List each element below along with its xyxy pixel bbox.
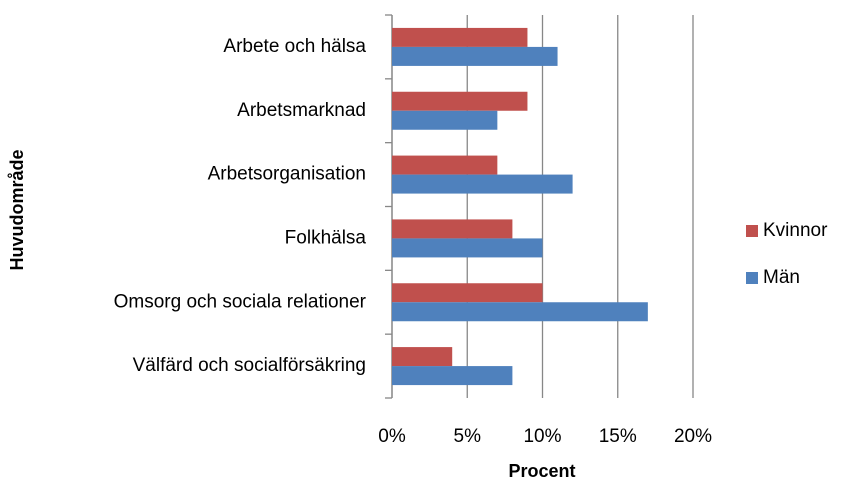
bar bbox=[392, 91, 528, 111]
bar bbox=[392, 219, 513, 239]
legend-swatch bbox=[746, 225, 758, 237]
y-axis-label: Huvudområde bbox=[7, 149, 27, 270]
bar bbox=[392, 238, 543, 258]
x-tick-label: 15% bbox=[599, 426, 637, 447]
x-tick-label: 10% bbox=[523, 426, 561, 447]
bar bbox=[392, 110, 498, 130]
bar bbox=[392, 302, 648, 322]
bar bbox=[392, 155, 498, 175]
legend-swatch bbox=[746, 272, 758, 284]
y-tick-label: Arbete och hälsa bbox=[223, 36, 366, 57]
legend-label: Kvinnor bbox=[763, 220, 828, 241]
y-tick-label: Arbetsmarknad bbox=[237, 100, 366, 121]
x-axis-label: Procent bbox=[508, 461, 575, 481]
bar bbox=[392, 283, 543, 303]
y-tick-label: Omsorg och sociala relationer bbox=[114, 291, 367, 312]
y-tick-label: Folkhälsa bbox=[285, 227, 367, 248]
y-tick-label: Arbetsorganisation bbox=[208, 164, 366, 185]
bar bbox=[392, 174, 573, 194]
x-tick-label: 0% bbox=[378, 426, 406, 447]
legend-label: Män bbox=[763, 267, 800, 288]
x-tick-label: 20% bbox=[674, 426, 712, 447]
bar bbox=[392, 27, 528, 47]
bar bbox=[392, 347, 453, 367]
y-tick-label: Välfärd och socialförsäkring bbox=[133, 355, 366, 376]
bar bbox=[392, 46, 558, 66]
x-tick-label: 5% bbox=[454, 426, 482, 447]
bar bbox=[392, 366, 513, 386]
